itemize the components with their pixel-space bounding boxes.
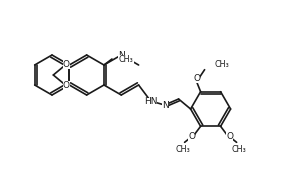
Text: CH₃: CH₃ (231, 145, 246, 154)
Text: CH₃: CH₃ (175, 145, 190, 154)
Text: N: N (118, 51, 125, 59)
Text: HN: HN (144, 98, 157, 107)
Text: O: O (193, 74, 200, 83)
Text: O: O (63, 81, 70, 89)
Text: O: O (226, 132, 233, 141)
Text: O: O (188, 132, 195, 141)
Text: CH₃: CH₃ (214, 60, 229, 69)
Text: O: O (63, 61, 70, 70)
Text: N: N (162, 102, 169, 111)
Text: CH₃: CH₃ (119, 55, 134, 64)
